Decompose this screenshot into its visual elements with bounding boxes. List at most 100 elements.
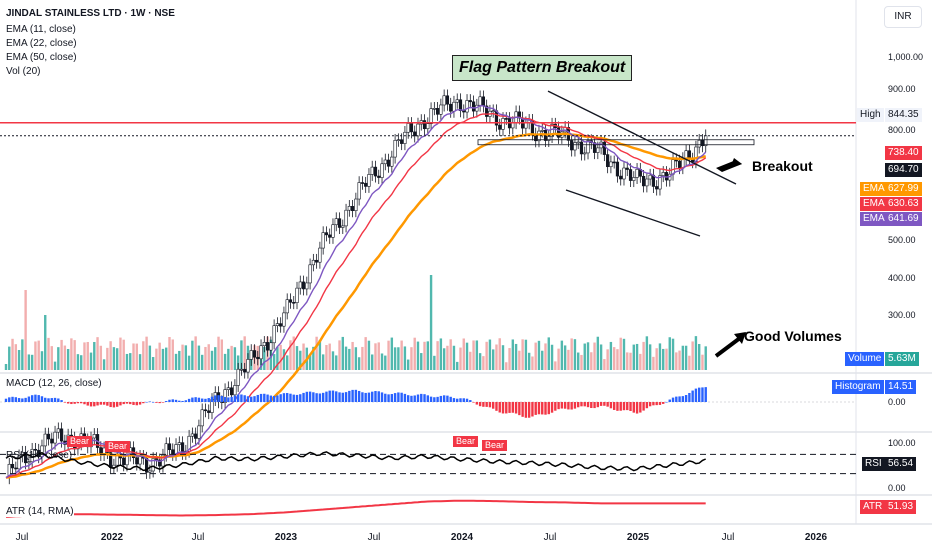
candle-body xyxy=(596,147,600,153)
macd-histogram-bar xyxy=(511,402,515,413)
macd-histogram-bar xyxy=(384,393,387,402)
macd-histogram-bar xyxy=(420,393,423,402)
x-tick: Jul xyxy=(15,532,29,543)
volume-bar xyxy=(227,348,230,370)
volume-bar xyxy=(541,350,544,370)
macd-histogram-bar xyxy=(240,394,243,402)
indicator-volume[interactable]: Vol (20) xyxy=(6,66,41,77)
volume-bar xyxy=(178,350,181,370)
volume-bar xyxy=(498,338,501,370)
volume-bar xyxy=(145,336,148,370)
macd-histogram-bar xyxy=(34,394,37,402)
macd-histogram-bar xyxy=(410,395,413,402)
candle-body xyxy=(524,122,528,129)
volume-bar xyxy=(24,290,27,370)
indicator-ema22[interactable]: EMA (22, close) xyxy=(6,38,77,49)
candle-body xyxy=(239,368,244,371)
candle-body xyxy=(429,108,433,124)
macd-histogram-bar xyxy=(145,401,148,403)
macd-histogram-bar xyxy=(606,402,609,407)
macd-histogram-bar xyxy=(165,401,168,402)
volume-bar xyxy=(106,347,109,370)
volume-bar xyxy=(609,341,613,370)
macd-histogram-bar xyxy=(30,395,34,402)
ema22-line xyxy=(5,112,707,479)
macd-histogram-bar xyxy=(302,392,305,402)
candle-body xyxy=(364,182,368,187)
macd-histogram-bar xyxy=(331,390,335,402)
macd-histogram-bar xyxy=(250,396,253,402)
macd-histogram-bar xyxy=(560,402,564,409)
macd-histogram-bar xyxy=(328,390,331,402)
macd-histogram-bar xyxy=(217,395,220,402)
candle-body xyxy=(432,108,436,110)
macd-histogram-bar xyxy=(619,402,622,411)
volume-bar xyxy=(413,337,416,370)
candle-body xyxy=(449,103,453,112)
candle-body xyxy=(171,449,175,455)
macd-histogram-bar xyxy=(357,390,361,402)
macd-histogram-bar xyxy=(688,392,691,402)
volume-bar xyxy=(439,338,443,370)
macd-zero-tick: 0.00 xyxy=(888,397,906,407)
volume-bar xyxy=(508,348,511,370)
volume-bar xyxy=(377,342,380,370)
macd-title[interactable]: MACD (12, 26, close) xyxy=(6,378,102,389)
volume-bar xyxy=(155,348,158,370)
macd-histogram-bar xyxy=(181,400,184,402)
candle-body xyxy=(27,461,31,464)
volume-bar xyxy=(93,341,96,370)
macd-histogram-bar xyxy=(8,397,11,402)
candle-body xyxy=(537,130,541,142)
volume-bar xyxy=(315,336,318,370)
volume-bar xyxy=(312,346,315,370)
volume-bar xyxy=(612,347,616,370)
macd-histogram-bar xyxy=(514,402,518,414)
candle-body xyxy=(177,442,181,445)
atr-title[interactable]: ATR (14, RMA) xyxy=(6,506,74,517)
macd-histogram-bar xyxy=(161,402,165,403)
candle-body xyxy=(236,368,240,386)
candle-body xyxy=(275,323,279,326)
high-value: 844.35 xyxy=(885,108,922,122)
volume-bar xyxy=(449,339,452,370)
volume-bar xyxy=(119,337,122,370)
candle-body xyxy=(661,172,665,176)
macd-histogram-bar xyxy=(348,390,351,402)
indicator-ema50[interactable]: EMA (50, close) xyxy=(6,52,77,63)
volume-bar xyxy=(390,337,394,370)
macd-histogram-bar xyxy=(371,391,374,402)
macd-histogram-bar xyxy=(550,402,554,413)
volume-bar xyxy=(8,346,11,370)
volume-bar xyxy=(351,341,354,370)
volume-bar xyxy=(217,336,220,370)
indicator-ema11[interactable]: EMA (11, close) xyxy=(6,24,76,35)
volume-bar xyxy=(299,350,302,370)
candle-body xyxy=(700,139,705,147)
macd-histogram-bar xyxy=(129,402,132,405)
macd-histogram-bar xyxy=(223,396,227,402)
volume-bar xyxy=(135,343,138,370)
rsi-title[interactable]: RSI (14, close) xyxy=(6,450,73,461)
volume-bar xyxy=(403,346,407,370)
volume-bar xyxy=(243,336,246,370)
volume-bar xyxy=(279,344,282,370)
volume-bar xyxy=(423,341,426,370)
volume-bar xyxy=(632,344,635,370)
macd-histogram-bar xyxy=(168,399,171,402)
macd-histogram-bar xyxy=(658,402,662,405)
macd-hist-value: 14.51 xyxy=(885,380,917,394)
macd-histogram-bar xyxy=(616,402,619,411)
volume-bar xyxy=(63,345,67,370)
macd-histogram-bar xyxy=(570,402,573,410)
macd-histogram-bar xyxy=(573,402,577,409)
x-tick: 2024 xyxy=(450,532,474,543)
rsi-tick-100: 100.00 xyxy=(888,438,916,448)
macd-histogram-bar xyxy=(106,402,109,406)
x-tick: Jul xyxy=(543,532,557,543)
ema22-label: EMA xyxy=(860,197,888,211)
volume-bar xyxy=(691,341,694,370)
currency-button[interactable]: INR xyxy=(884,6,922,28)
macd-histogram-bar xyxy=(197,397,201,402)
